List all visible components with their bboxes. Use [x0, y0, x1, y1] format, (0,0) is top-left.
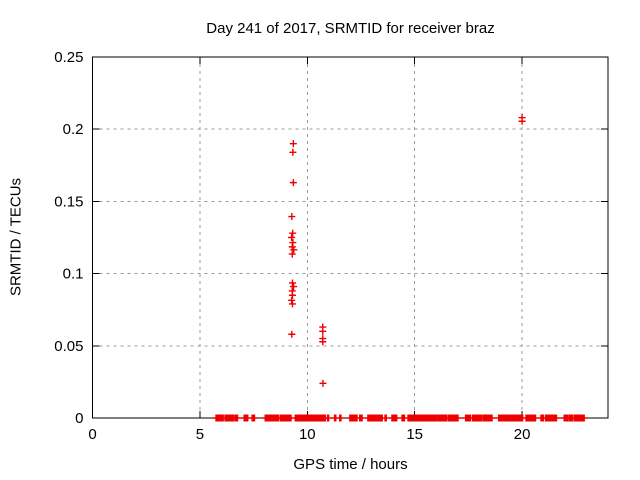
y-tick-label: 0.25: [54, 49, 83, 66]
axis-ticks: [92, 56, 608, 419]
grid-lines: [92, 56, 608, 419]
y-tick-label: 0.2: [63, 121, 84, 138]
baseline-markers: [212, 414, 588, 422]
plot-border: [92, 56, 609, 419]
x-tick-label: 20: [514, 426, 531, 443]
x-tick-label: 10: [299, 426, 316, 443]
x-axis-title: GPS time / hours: [293, 456, 408, 473]
y-tick-label: 0.05: [54, 338, 83, 355]
x-tick-label: 5: [196, 426, 204, 443]
x-tick-label: 15: [406, 426, 423, 443]
y-tick-label: 0.15: [54, 193, 83, 210]
y-tick-label: 0: [75, 410, 83, 427]
y-tick-label: 0.1: [63, 266, 84, 283]
scatter-points: [288, 114, 526, 387]
y-tick-labels: 0 0.05 0.1 0.15 0.2 0.25: [54, 49, 83, 427]
x-tick-labels: 0 5 10 15 20: [88, 426, 530, 443]
x-tick-label: 0: [88, 426, 96, 443]
chart-title: Day 241 of 2017, SRMTID for receiver bra…: [206, 20, 495, 37]
